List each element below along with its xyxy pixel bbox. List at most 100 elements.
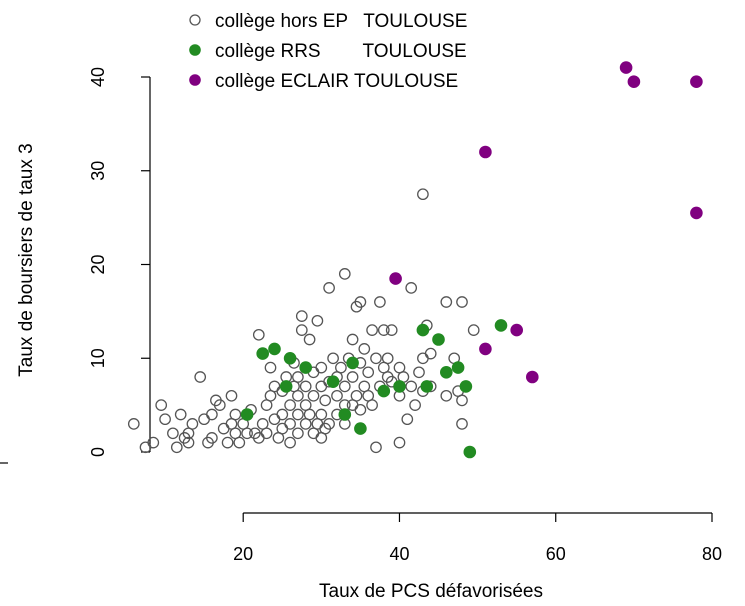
data-point [354,296,367,308]
data-point [213,399,226,411]
x-tick-label: 40 [389,544,409,564]
data-point [432,333,445,346]
data-point [479,145,492,159]
data-point [323,282,335,294]
data-point [510,323,524,337]
data-point [405,282,418,294]
data-point [440,296,453,308]
data-point [354,403,367,416]
data-points [127,61,703,459]
data-point [346,356,359,370]
data-point [225,389,238,402]
data-point [167,427,179,440]
data-point [350,389,363,402]
data-point [268,380,281,393]
legend-entry: collège hors EP TOULOUSE [189,11,467,32]
y-tick-label: 20 [88,254,108,274]
data-point [456,418,468,430]
data-point [303,333,316,346]
data-point [206,408,218,421]
data-point [370,352,382,365]
data-point [346,333,359,346]
data-point [284,436,296,449]
data-point [389,272,402,285]
data-point [370,441,382,454]
data-point [240,408,254,421]
data-point [284,418,296,430]
data-point [307,389,320,402]
data-point [326,375,340,389]
legend-label: collège RRS TOULOUSE [215,41,467,62]
y-tick-label: 10 [88,348,108,368]
data-point [315,361,328,374]
data-point [311,314,324,327]
data-point [327,352,339,365]
data-point [405,380,418,393]
data-point [440,366,453,379]
data-point [440,389,453,402]
data-point [479,342,492,356]
data-point [331,389,343,402]
data-point [299,361,313,374]
data-point [279,380,293,393]
data-point [456,296,468,308]
data-point [459,380,473,393]
data-point [413,366,425,379]
data-point [147,436,160,449]
data-point [690,206,703,220]
data-point [494,319,508,332]
data-point [186,418,199,430]
data-point [299,380,312,393]
data-point [381,352,394,365]
data-point [276,408,289,421]
data-point [174,408,187,421]
data-point [292,389,304,402]
tick-marks: 20 40 60 80 0 10 20 30 40 [88,67,722,564]
data-point [424,347,437,360]
data-point [358,343,371,355]
data-point [268,413,281,426]
data-point [241,427,253,440]
data-point [155,399,168,411]
data-point [417,188,429,201]
y-tick-label: 40 [88,67,108,87]
data-point [315,380,328,393]
data-point [463,445,477,459]
data-point [194,371,207,383]
data-point [627,75,641,88]
legend-entry: collège RRS TOULOUSE [189,41,467,62]
data-point [354,422,367,435]
legend-label: collège ECLAIR TOULOUSE [215,71,458,92]
data-point [409,399,421,411]
data-point [393,436,406,449]
data-point [366,324,378,336]
data-point [292,427,304,440]
y-tick-label: 30 [88,161,108,181]
data-point [416,323,430,337]
data-point [417,352,429,365]
data-point [315,408,328,421]
data-point [292,371,304,383]
data-point [401,413,414,426]
legend-marker [189,44,201,56]
data-point [252,328,265,341]
data-point [139,441,152,454]
data-point [393,380,406,393]
data-point [456,394,468,407]
data-point [338,380,351,393]
data-point [420,380,434,393]
data-point [377,384,391,398]
data-point [335,361,347,374]
data-point [292,408,304,421]
data-point [229,408,242,421]
y-axis-title: Taux de boursiers de taux 3 [16,143,37,376]
data-point [366,399,378,411]
data-point [233,436,246,449]
x-axis-title: Taux de PCS défavorisées [319,581,543,601]
data-point [526,370,539,384]
data-point [268,342,281,356]
y-tick-label: 0 [88,447,108,457]
data-point [182,436,195,449]
